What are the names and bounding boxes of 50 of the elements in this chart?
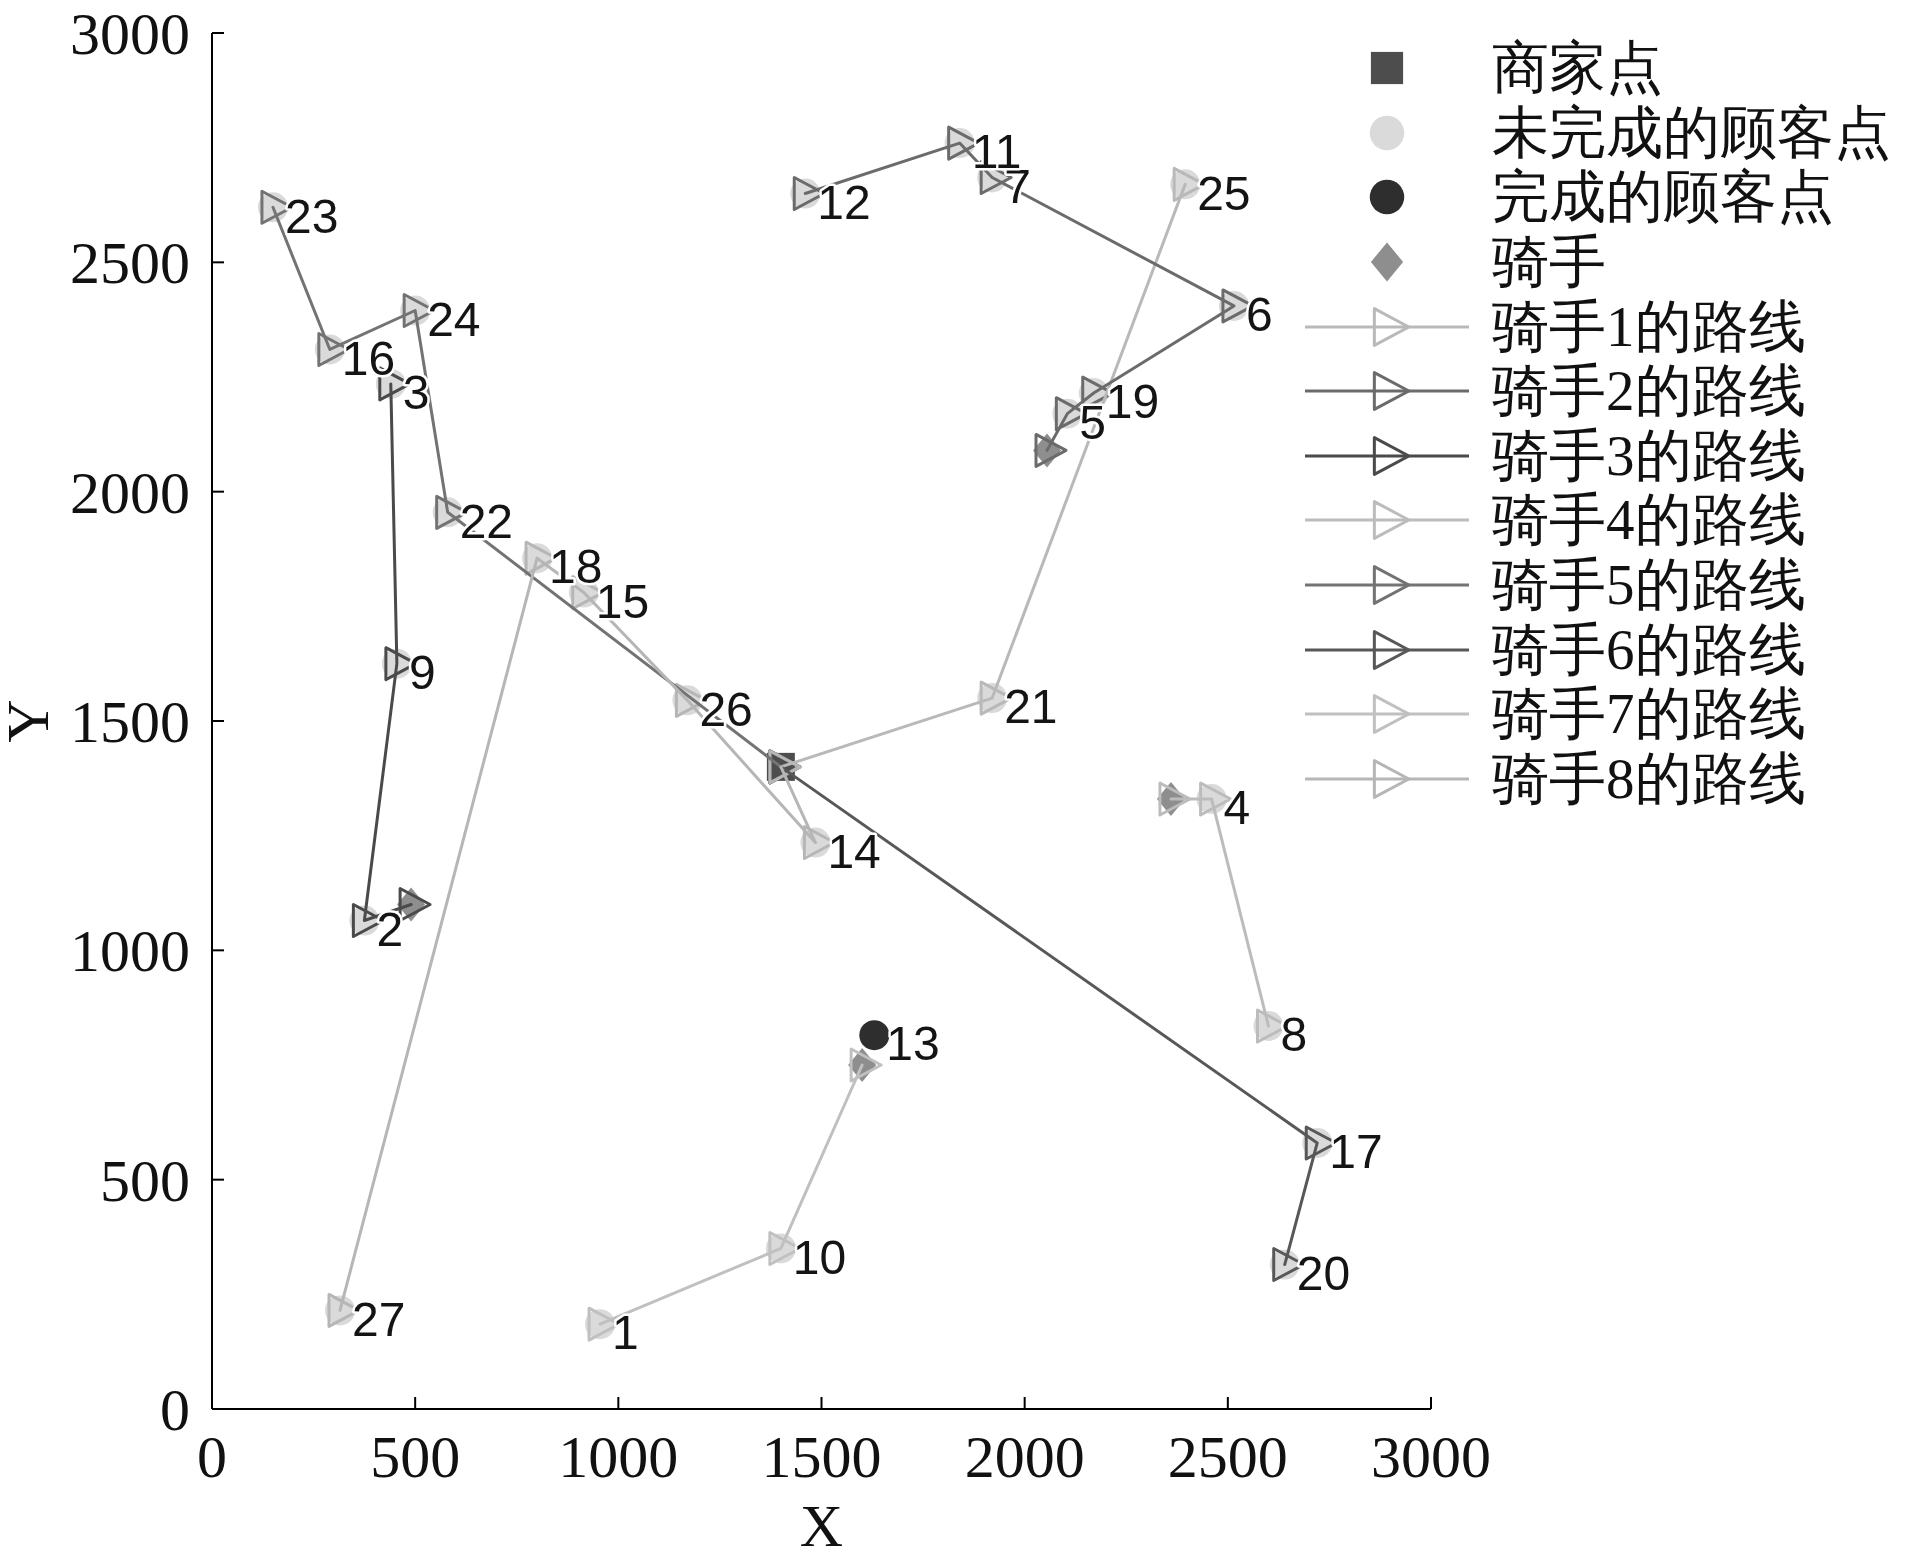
legend-label: 骑手8的路线 — [1492, 746, 1806, 811]
annotation: 14 — [827, 824, 881, 878]
annotation: 8 — [1280, 1008, 1308, 1062]
annotation: 20 — [1296, 1246, 1351, 1300]
y-tick-label: 500 — [100, 1147, 190, 1214]
x-tick-label: 1500 — [761, 1423, 882, 1490]
legend-label: 骑手6的路线 — [1492, 617, 1806, 682]
annotation: 17 — [1329, 1125, 1383, 1179]
y-tick-label: 2000 — [70, 459, 190, 526]
annotation: 16 — [341, 331, 396, 385]
annotation: 22 — [459, 494, 514, 548]
y-tick-label: 2500 — [70, 230, 190, 297]
annotation: 24 — [427, 292, 481, 346]
annotation: 2 — [376, 902, 404, 956]
y-tick-label: 0 — [160, 1377, 190, 1443]
legend-label: 骑手1的路线 — [1492, 294, 1806, 359]
annotation: 10 — [792, 1230, 847, 1284]
annotation: 21 — [1004, 680, 1058, 734]
annotation: 4 — [1223, 781, 1251, 835]
annotation: 27 — [351, 1292, 406, 1346]
x-tick-label: 3000 — [1371, 1423, 1491, 1490]
annotation: 1 — [612, 1306, 639, 1360]
legend-label: 骑手4的路线 — [1492, 488, 1806, 553]
annotation: 13 — [886, 1017, 940, 1071]
legend-label: 骑手2的路线 — [1492, 359, 1806, 424]
annotation: 26 — [699, 682, 753, 736]
annotation: 6 — [1245, 288, 1273, 342]
y-tick-label: 3000 — [70, 1, 190, 67]
x-tick-label: 2500 — [1167, 1423, 1288, 1490]
annotation: 19 — [1105, 375, 1160, 429]
y-axis-title: Y — [0, 699, 61, 743]
legend-label: 商家点 — [1492, 36, 1663, 101]
annotation: 5 — [1079, 395, 1107, 449]
x-tick-label: 500 — [370, 1423, 461, 1490]
x-axis-title: X — [799, 1493, 844, 1552]
legend-label: 未完成的顾客点 — [1492, 100, 1891, 165]
legend-label: 骑手7的路线 — [1492, 682, 1806, 747]
annotation: 9 — [408, 645, 436, 699]
legend-label: 完成的顾客点 — [1492, 165, 1834, 230]
annotation: 3 — [402, 366, 430, 420]
y-tick-label: 1500 — [70, 689, 190, 755]
x-tick-label: 2000 — [964, 1423, 1085, 1490]
annotation: 12 — [817, 175, 871, 229]
y-tick-label: 1000 — [70, 918, 190, 985]
legend-label: 骑手3的路线 — [1492, 423, 1806, 488]
annotation: 25 — [1197, 166, 1251, 220]
x-tick-label: 1000 — [558, 1423, 679, 1490]
legend-label: 骑手 — [1492, 230, 1606, 295]
annotation: 23 — [284, 189, 339, 243]
legend-label: 骑手5的路线 — [1492, 553, 1806, 618]
